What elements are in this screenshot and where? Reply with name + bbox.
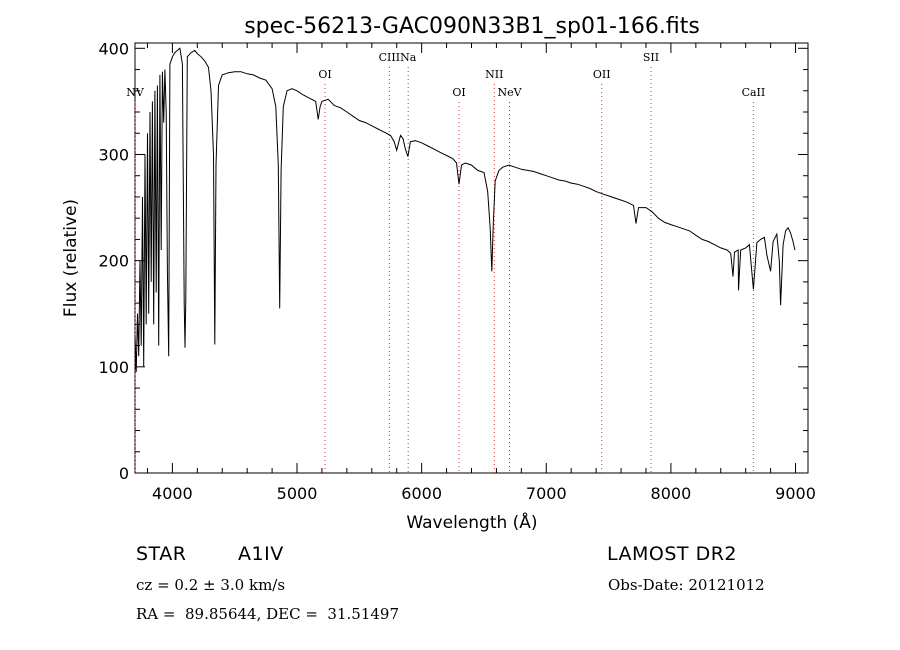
line-label: OII: [593, 68, 611, 81]
coordinates-text: RA = 89.85644, DEC = 31.51497: [136, 605, 400, 623]
chart-title: spec-56213-GAC090N33B1_sp01-166.fits: [244, 14, 700, 39]
plot-frame: [134, 42, 809, 474]
x-tick-label: 9000: [775, 484, 816, 503]
obs-date-text: Obs-Date: 20121012: [608, 576, 765, 594]
line-label: NII: [485, 68, 503, 81]
line-label: CaII: [742, 86, 766, 99]
line-label: CIII: [379, 51, 400, 64]
line-label: OI: [318, 68, 331, 81]
line-label: NeV: [497, 86, 522, 99]
survey-name: LAMOST DR2: [607, 543, 737, 565]
y-tick-label: 300: [98, 145, 129, 164]
line-label: SII: [643, 51, 659, 64]
y-tick-label: 100: [98, 358, 129, 377]
line-label: OI: [452, 86, 465, 99]
object-subclass: A1IV: [238, 543, 284, 565]
x-axis-label: Wavelength (Å): [406, 511, 537, 533]
emission-line-markers: NV OI CIII Na OI NII NeV OII SII CaII: [126, 51, 765, 473]
redshift-text: cz = 0.2 ± 3.0 km/s: [136, 576, 286, 594]
line-label: Na: [400, 51, 417, 64]
x-tick-label: 5000: [277, 484, 318, 503]
x-tick-label: 8000: [651, 484, 692, 503]
y-axis-label: Flux (relative): [61, 199, 81, 317]
y-tick-label: 0: [119, 464, 129, 483]
x-tick-label: 6000: [401, 484, 442, 503]
spectrum-line: [134, 47, 796, 373]
object-class: STAR: [136, 543, 187, 565]
y-tick-label: 400: [98, 39, 129, 58]
x-tick-label: 4000: [152, 484, 193, 503]
axes: 4000 5000 6000 7000 8000 9000 0 100 200 300 400: [98, 39, 815, 503]
y-tick-label: 200: [98, 252, 129, 271]
line-label: NV: [126, 86, 145, 99]
x-tick-label: 7000: [526, 484, 567, 503]
